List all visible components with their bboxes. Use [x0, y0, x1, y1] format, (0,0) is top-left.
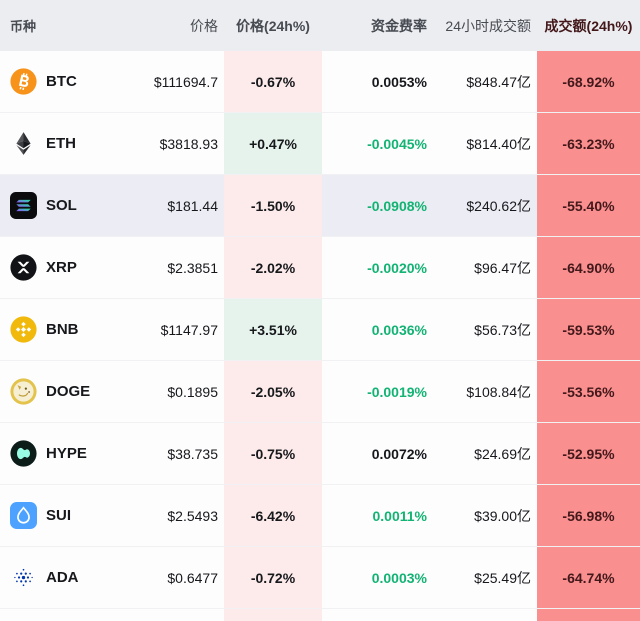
table-row[interactable]: BNB $1147.97 +3.51% 0.0036% $56.73亿 -59.…	[0, 299, 640, 361]
coin-cell: BTC	[0, 51, 150, 112]
volume-change-cell: -53.56%	[537, 361, 640, 422]
volume-change-cell: -56.98%	[537, 485, 640, 546]
header-funding-rate: 资金费率	[371, 17, 427, 34]
price-change-cell	[224, 609, 322, 621]
coin-cell: ETH	[0, 113, 150, 174]
price-change-cell: -0.72%	[224, 547, 322, 608]
funding-rate-cell: -0.0020%	[367, 259, 427, 276]
price-cell: $1147.97	[160, 321, 218, 338]
table-row[interactable]: ETH $3818.93 +0.47% -0.0045% $814.40亿 -6…	[0, 113, 640, 175]
volume-cell: $25.49亿	[474, 569, 531, 586]
price-cell: $111694.7	[153, 73, 218, 90]
coin-symbol: BTC	[46, 73, 77, 90]
table-row[interactable]: HYPE $38.735 -0.75% 0.0072% $24.69亿 -52.…	[0, 423, 640, 485]
volume-change-cell: -63.23%	[537, 113, 640, 174]
funding-rate-cell: -0.0045%	[367, 135, 427, 152]
table-row[interactable]: ADA $0.6477 -0.72% 0.0003% $25.49亿 -64.7…	[0, 547, 640, 609]
price-cell: $38.735	[167, 445, 218, 462]
price-cell: $181.44	[167, 197, 218, 214]
price-change-cell: -1.50%	[224, 175, 322, 236]
price-change-cell: +3.51%	[224, 299, 322, 360]
volume-change-cell: -64.90%	[537, 237, 640, 298]
volume-change-cell: -55.40%	[537, 175, 640, 236]
coin-cell	[0, 609, 150, 621]
eth-icon	[10, 130, 37, 157]
funding-rate-cell: 0.0072%	[371, 445, 427, 462]
price-change-cell: -2.02%	[224, 237, 322, 298]
volume-change-cell: -64.74%	[537, 547, 640, 608]
volume-cell: $814.40亿	[466, 135, 531, 152]
coin-symbol: ETH	[46, 135, 76, 152]
funding-rate-cell: 0.0036%	[371, 321, 427, 338]
volume-change-cell: -59.53%	[537, 299, 640, 360]
table-row-partial[interactable]	[0, 609, 640, 621]
volume-change-cell: -68.92%	[537, 51, 640, 112]
volume-cell: $848.47亿	[466, 73, 531, 90]
volume-change-cell	[537, 609, 640, 621]
price-change-cell: -2.05%	[224, 361, 322, 422]
bnb-icon	[10, 316, 37, 343]
sol-icon	[10, 192, 37, 219]
price-cell: $3818.93	[159, 135, 218, 152]
funding-rate-cell: 0.0003%	[371, 569, 427, 586]
coin-cell: BNB	[0, 299, 150, 360]
price-change-cell: -0.75%	[224, 423, 322, 484]
volume-cell	[430, 609, 537, 621]
table-row[interactable]: BTC $111694.7 -0.67% 0.0053% $848.47亿 -6…	[0, 51, 640, 113]
funding-rate-cell	[322, 609, 430, 621]
coin-cell: DOGE	[0, 361, 150, 422]
coin-cell: HYPE	[0, 423, 150, 484]
coin-cell: XRP	[0, 237, 150, 298]
xrp-icon	[10, 254, 37, 281]
coin-symbol: XRP	[46, 259, 77, 276]
price-change-cell: -6.42%	[224, 485, 322, 546]
header-price-change: 价格(24h%)	[236, 17, 310, 34]
header-coin: 币种	[10, 19, 37, 34]
volume-cell: $39.00亿	[474, 507, 531, 524]
price-cell: $2.5493	[167, 507, 218, 524]
coin-symbol: DOGE	[46, 383, 91, 400]
coin-symbol: HYPE	[46, 445, 87, 462]
table-header-row: 币种 价格 价格(24h%) 资金费率 24小时成交额 成交额(24h%)	[0, 0, 640, 51]
coin-symbol: BNB	[46, 321, 79, 338]
price-cell: $2.3851	[167, 259, 218, 276]
sui-icon	[10, 502, 37, 529]
table-row[interactable]: XRP $2.3851 -2.02% -0.0020% $96.47亿 -64.…	[0, 237, 640, 299]
funding-rate-cell: -0.0908%	[367, 197, 427, 214]
volume-cell: $240.62亿	[466, 197, 531, 214]
ada-icon	[10, 564, 37, 591]
coin-cell: SOL	[0, 175, 150, 236]
btc-icon	[10, 68, 37, 95]
coin-cell: ADA	[0, 547, 150, 608]
coin-symbol: ADA	[46, 569, 79, 586]
table-row[interactable]: DOGE $0.1895 -2.05% -0.0019% $108.84亿 -5…	[0, 361, 640, 423]
price-cell	[150, 609, 224, 621]
price-cell: $0.6477	[167, 569, 218, 586]
price-change-cell: -0.67%	[224, 51, 322, 112]
coin-symbol: SUI	[46, 507, 72, 524]
hype-icon	[10, 440, 37, 467]
volume-cell: $24.69亿	[474, 445, 531, 462]
volume-cell: $56.73亿	[474, 321, 531, 338]
coin-cell: SUI	[0, 485, 150, 546]
funding-rate-cell: -0.0019%	[367, 383, 427, 400]
header-volume-change: 成交额(24h%)	[544, 17, 633, 34]
table-row[interactable]: SUI $2.5493 -6.42% 0.0011% $39.00亿 -56.9…	[0, 485, 640, 547]
volume-cell: $108.84亿	[466, 383, 531, 400]
funding-rate-cell: 0.0053%	[371, 73, 427, 90]
price-change-cell: +0.47%	[224, 113, 322, 174]
header-24h-volume: 24小时成交额	[445, 17, 531, 34]
coin-symbol: SOL	[46, 197, 77, 214]
doge-icon	[10, 378, 37, 405]
header-price: 价格	[190, 17, 218, 34]
funding-rate-cell: 0.0011%	[372, 507, 428, 524]
volume-cell: $96.47亿	[474, 259, 531, 276]
volume-change-cell: -52.95%	[537, 423, 640, 484]
price-cell: $0.1895	[167, 383, 218, 400]
table-row[interactable]: SOL $181.44 -1.50% -0.0908% $240.62亿 -55…	[0, 175, 640, 237]
